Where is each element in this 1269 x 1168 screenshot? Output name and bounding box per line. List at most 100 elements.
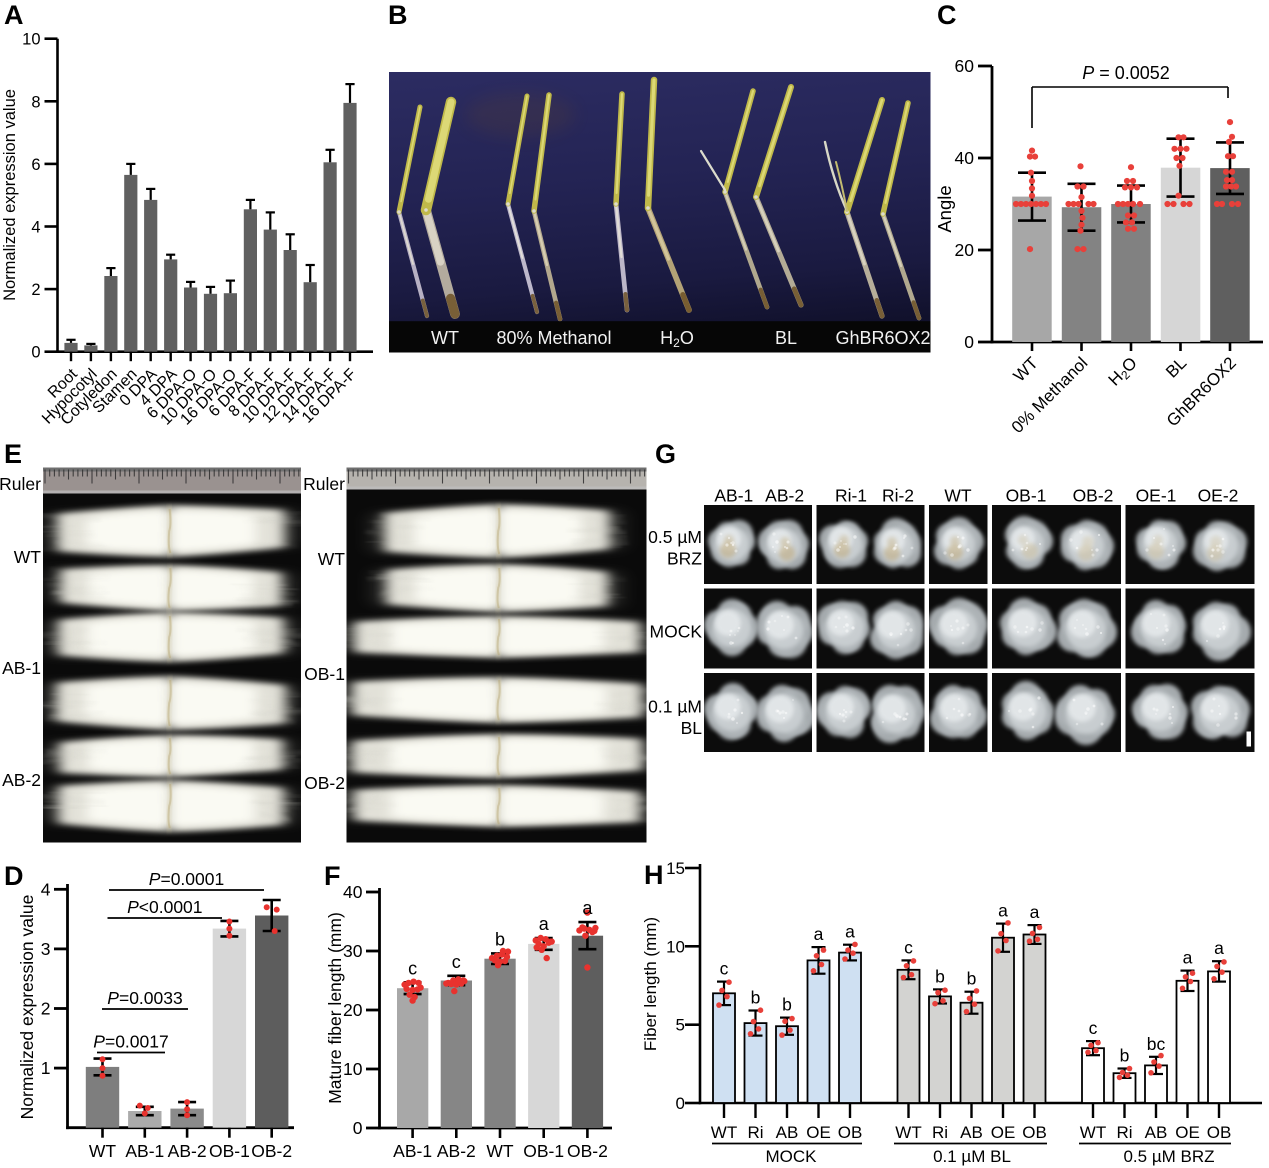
svg-text:40: 40 [955,148,975,168]
svg-text:OB: OB [838,1123,863,1142]
svg-text:P<0.0001: P<0.0001 [127,897,202,917]
svg-text:Angle: Angle [934,185,955,232]
svg-text:OB-2: OB-2 [1073,486,1114,506]
svg-text:a: a [1214,938,1224,958]
svg-text:G: G [655,439,676,469]
svg-text:0: 0 [676,1094,685,1113]
svg-text:WT: WT [431,328,459,348]
svg-text:a: a [582,898,593,918]
svg-text:4: 4 [41,879,51,899]
svg-text:AB-1: AB-1 [125,1141,164,1161]
svg-text:20: 20 [955,240,975,260]
svg-text:MOCK: MOCK [766,1147,818,1166]
svg-text:40: 40 [343,882,363,902]
svg-text:a: a [845,922,855,942]
svg-text:b: b [782,995,792,1015]
svg-text:BL: BL [1162,353,1190,381]
svg-text:WT: WT [89,1141,117,1161]
svg-text:0.5 µM BRZ: 0.5 µM BRZ [1123,1147,1214,1166]
svg-text:P=0.0033: P=0.0033 [107,988,182,1008]
svg-text:Ri: Ri [1116,1123,1132,1142]
svg-text:H2O: H2O [660,328,694,350]
svg-text:OB: OB [1207,1123,1232,1142]
svg-text:a: a [1030,902,1040,922]
svg-text:H2O: H2O [1105,353,1143,391]
svg-text:OB-1: OB-1 [523,1141,564,1161]
svg-text:a: a [814,924,824,944]
svg-text:15: 15 [666,859,685,878]
svg-text:0.5 µM: 0.5 µM [648,527,702,547]
svg-text:WT: WT [486,1141,514,1161]
svg-text:WT: WT [14,547,42,567]
svg-text:Fiber length (mm): Fiber length (mm) [641,917,660,1051]
svg-text:Ri: Ri [747,1123,763,1142]
svg-text:AB-2: AB-2 [437,1141,476,1161]
svg-text:60: 60 [955,56,975,76]
svg-text:BL: BL [681,718,703,738]
svg-text:10: 10 [666,937,685,956]
svg-text:P=0.0001: P=0.0001 [149,869,224,889]
svg-text:b: b [1120,1046,1130,1066]
svg-text:10: 10 [343,1059,363,1079]
svg-text:bc: bc [1147,1034,1166,1054]
svg-text:a: a [998,901,1008,921]
svg-text:b: b [967,969,977,989]
svg-text:A: A [4,0,24,30]
svg-text:AB-1: AB-1 [2,658,41,678]
svg-text:AB: AB [1145,1123,1168,1142]
svg-text:Mature fiber length (mm): Mature fiber length (mm) [325,912,345,1104]
svg-text:4: 4 [31,219,40,237]
svg-text:Normalized expression value: Normalized expression value [1,89,19,301]
svg-text:c: c [904,937,913,957]
svg-text:5: 5 [676,1016,685,1035]
svg-text:0: 0 [31,344,40,362]
svg-text:AB-1: AB-1 [393,1141,432,1161]
svg-text:a: a [539,914,550,934]
svg-text:Ri: Ri [932,1123,948,1142]
svg-text:3: 3 [41,939,51,959]
svg-text:AB-2: AB-2 [2,770,41,790]
svg-text:AB-2: AB-2 [765,486,804,506]
svg-text:OB-1: OB-1 [304,664,345,684]
svg-text:F: F [324,861,341,891]
svg-text:AB: AB [776,1123,799,1142]
svg-text:20: 20 [343,1000,363,1020]
svg-text:80% Methanol: 80% Methanol [496,328,611,348]
svg-text:b: b [751,988,761,1008]
svg-text:c: c [720,959,729,979]
svg-text:Ruler: Ruler [303,474,345,494]
svg-text:OE-2: OE-2 [1198,486,1239,506]
svg-text:AB-1: AB-1 [714,486,753,506]
svg-text:2: 2 [31,281,40,299]
svg-text:D: D [4,861,24,891]
svg-text:30: 30 [343,941,363,961]
svg-text:WT: WT [711,1123,737,1142]
svg-text:GhBR6OX2: GhBR6OX2 [835,328,930,348]
svg-text:WT: WT [944,486,972,506]
svg-text:1: 1 [41,1058,51,1078]
svg-text:BRZ: BRZ [667,549,702,569]
svg-text:Normalized expression value: Normalized expression value [17,895,37,1120]
svg-text:OB-1: OB-1 [209,1141,250,1161]
svg-text:OE: OE [991,1123,1016,1142]
svg-text:0: 0 [353,1118,363,1138]
svg-text:10: 10 [22,31,40,49]
svg-text:WT: WT [318,549,346,569]
svg-text:BL: BL [775,328,797,348]
svg-text:AB-2: AB-2 [168,1141,207,1161]
svg-text:B: B [388,0,408,30]
svg-text:OB-2: OB-2 [304,773,345,793]
svg-text:b: b [935,966,945,986]
svg-text:WT: WT [895,1123,921,1142]
svg-text:Ruler: Ruler [0,474,41,494]
svg-text:c: c [1089,1018,1098,1038]
svg-text:2: 2 [41,999,51,1019]
svg-text:P = 0.0052: P = 0.0052 [1082,63,1170,83]
svg-text:0.1 µM: 0.1 µM [648,697,702,717]
svg-text:a: a [1183,948,1193,968]
svg-text:0.1 µM BL: 0.1 µM BL [933,1147,1011,1166]
svg-text:OB-2: OB-2 [567,1141,608,1161]
svg-text:AB: AB [960,1123,983,1142]
svg-text:H: H [644,860,664,890]
svg-text:8: 8 [31,93,40,111]
